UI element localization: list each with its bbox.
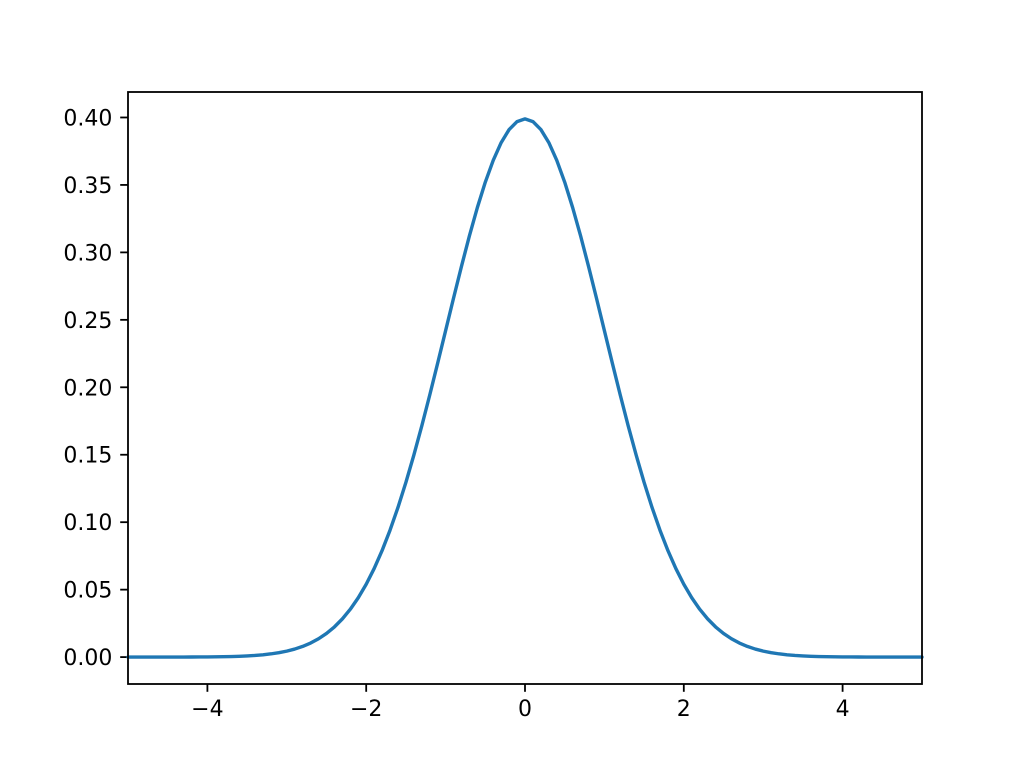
y-tick-label: 0.10 [63,511,112,536]
y-tick-label: 0.20 [63,376,112,401]
y-tick-label: 0.25 [63,309,112,334]
x-tick-label: 4 [836,697,850,722]
y-tick-label: 0.00 [63,646,112,671]
x-tick-label: 0 [518,697,532,722]
x-tick-label: 2 [677,697,691,722]
y-tick-label: 0.35 [63,174,112,199]
y-tick-label: 0.30 [63,241,112,266]
plot-frame [127,91,923,685]
y-tick-label: 0.05 [63,579,112,604]
y-tick-label: 0.15 [63,444,112,469]
y-tick-label: 0.40 [63,106,112,131]
x-tick-label: −4 [191,697,223,722]
x-tick-label: −2 [350,697,382,722]
curve-standard-normal-pdf [126,117,924,659]
